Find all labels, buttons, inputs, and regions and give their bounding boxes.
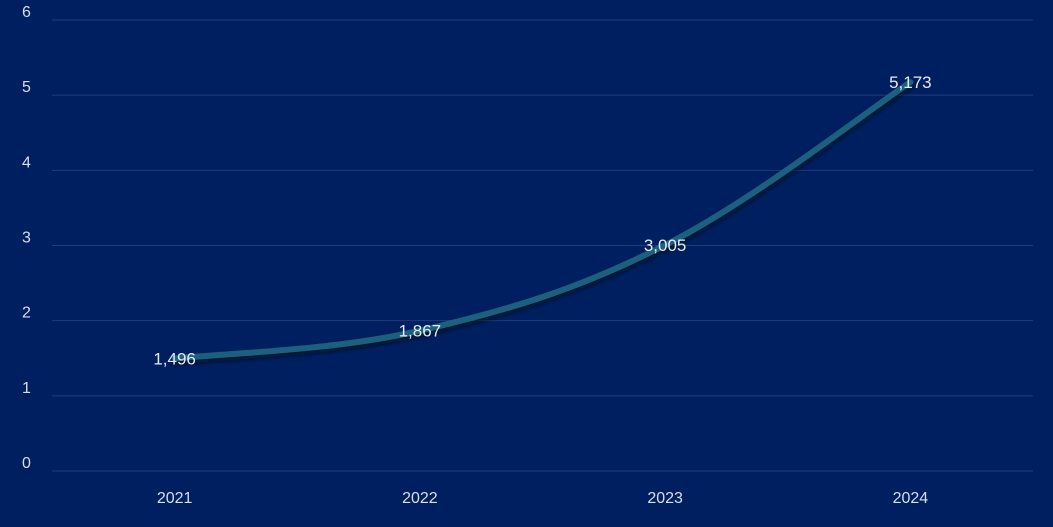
y-tick-label: 4 <box>22 154 31 171</box>
data-label: 5,173 <box>889 73 932 92</box>
data-label: 1,496 <box>153 350 196 369</box>
y-tick-label: 1 <box>22 380 31 397</box>
x-tick-label: 2022 <box>402 490 438 507</box>
x-tick-label: 2024 <box>893 490 929 507</box>
gridlines <box>52 19 1033 472</box>
y-tick-label: 2 <box>22 305 31 322</box>
data-label: 1,867 <box>399 322 442 341</box>
x-tick-label: 2021 <box>157 490 193 507</box>
y-tick-label: 6 <box>22 4 31 21</box>
y-tick-label: 5 <box>22 79 31 96</box>
data-labels: 1,496 1,867 3,005 5,173 <box>153 73 931 368</box>
y-tick-label: 0 <box>22 455 31 472</box>
y-tick-label: 3 <box>22 230 31 247</box>
series-line <box>171 79 914 362</box>
y-axis: 0 1 2 3 4 5 6 <box>22 4 31 472</box>
x-axis: 2021 2022 2023 2024 <box>157 490 928 507</box>
data-label: 3,005 <box>644 236 687 255</box>
x-tick-label: 2023 <box>647 490 683 507</box>
